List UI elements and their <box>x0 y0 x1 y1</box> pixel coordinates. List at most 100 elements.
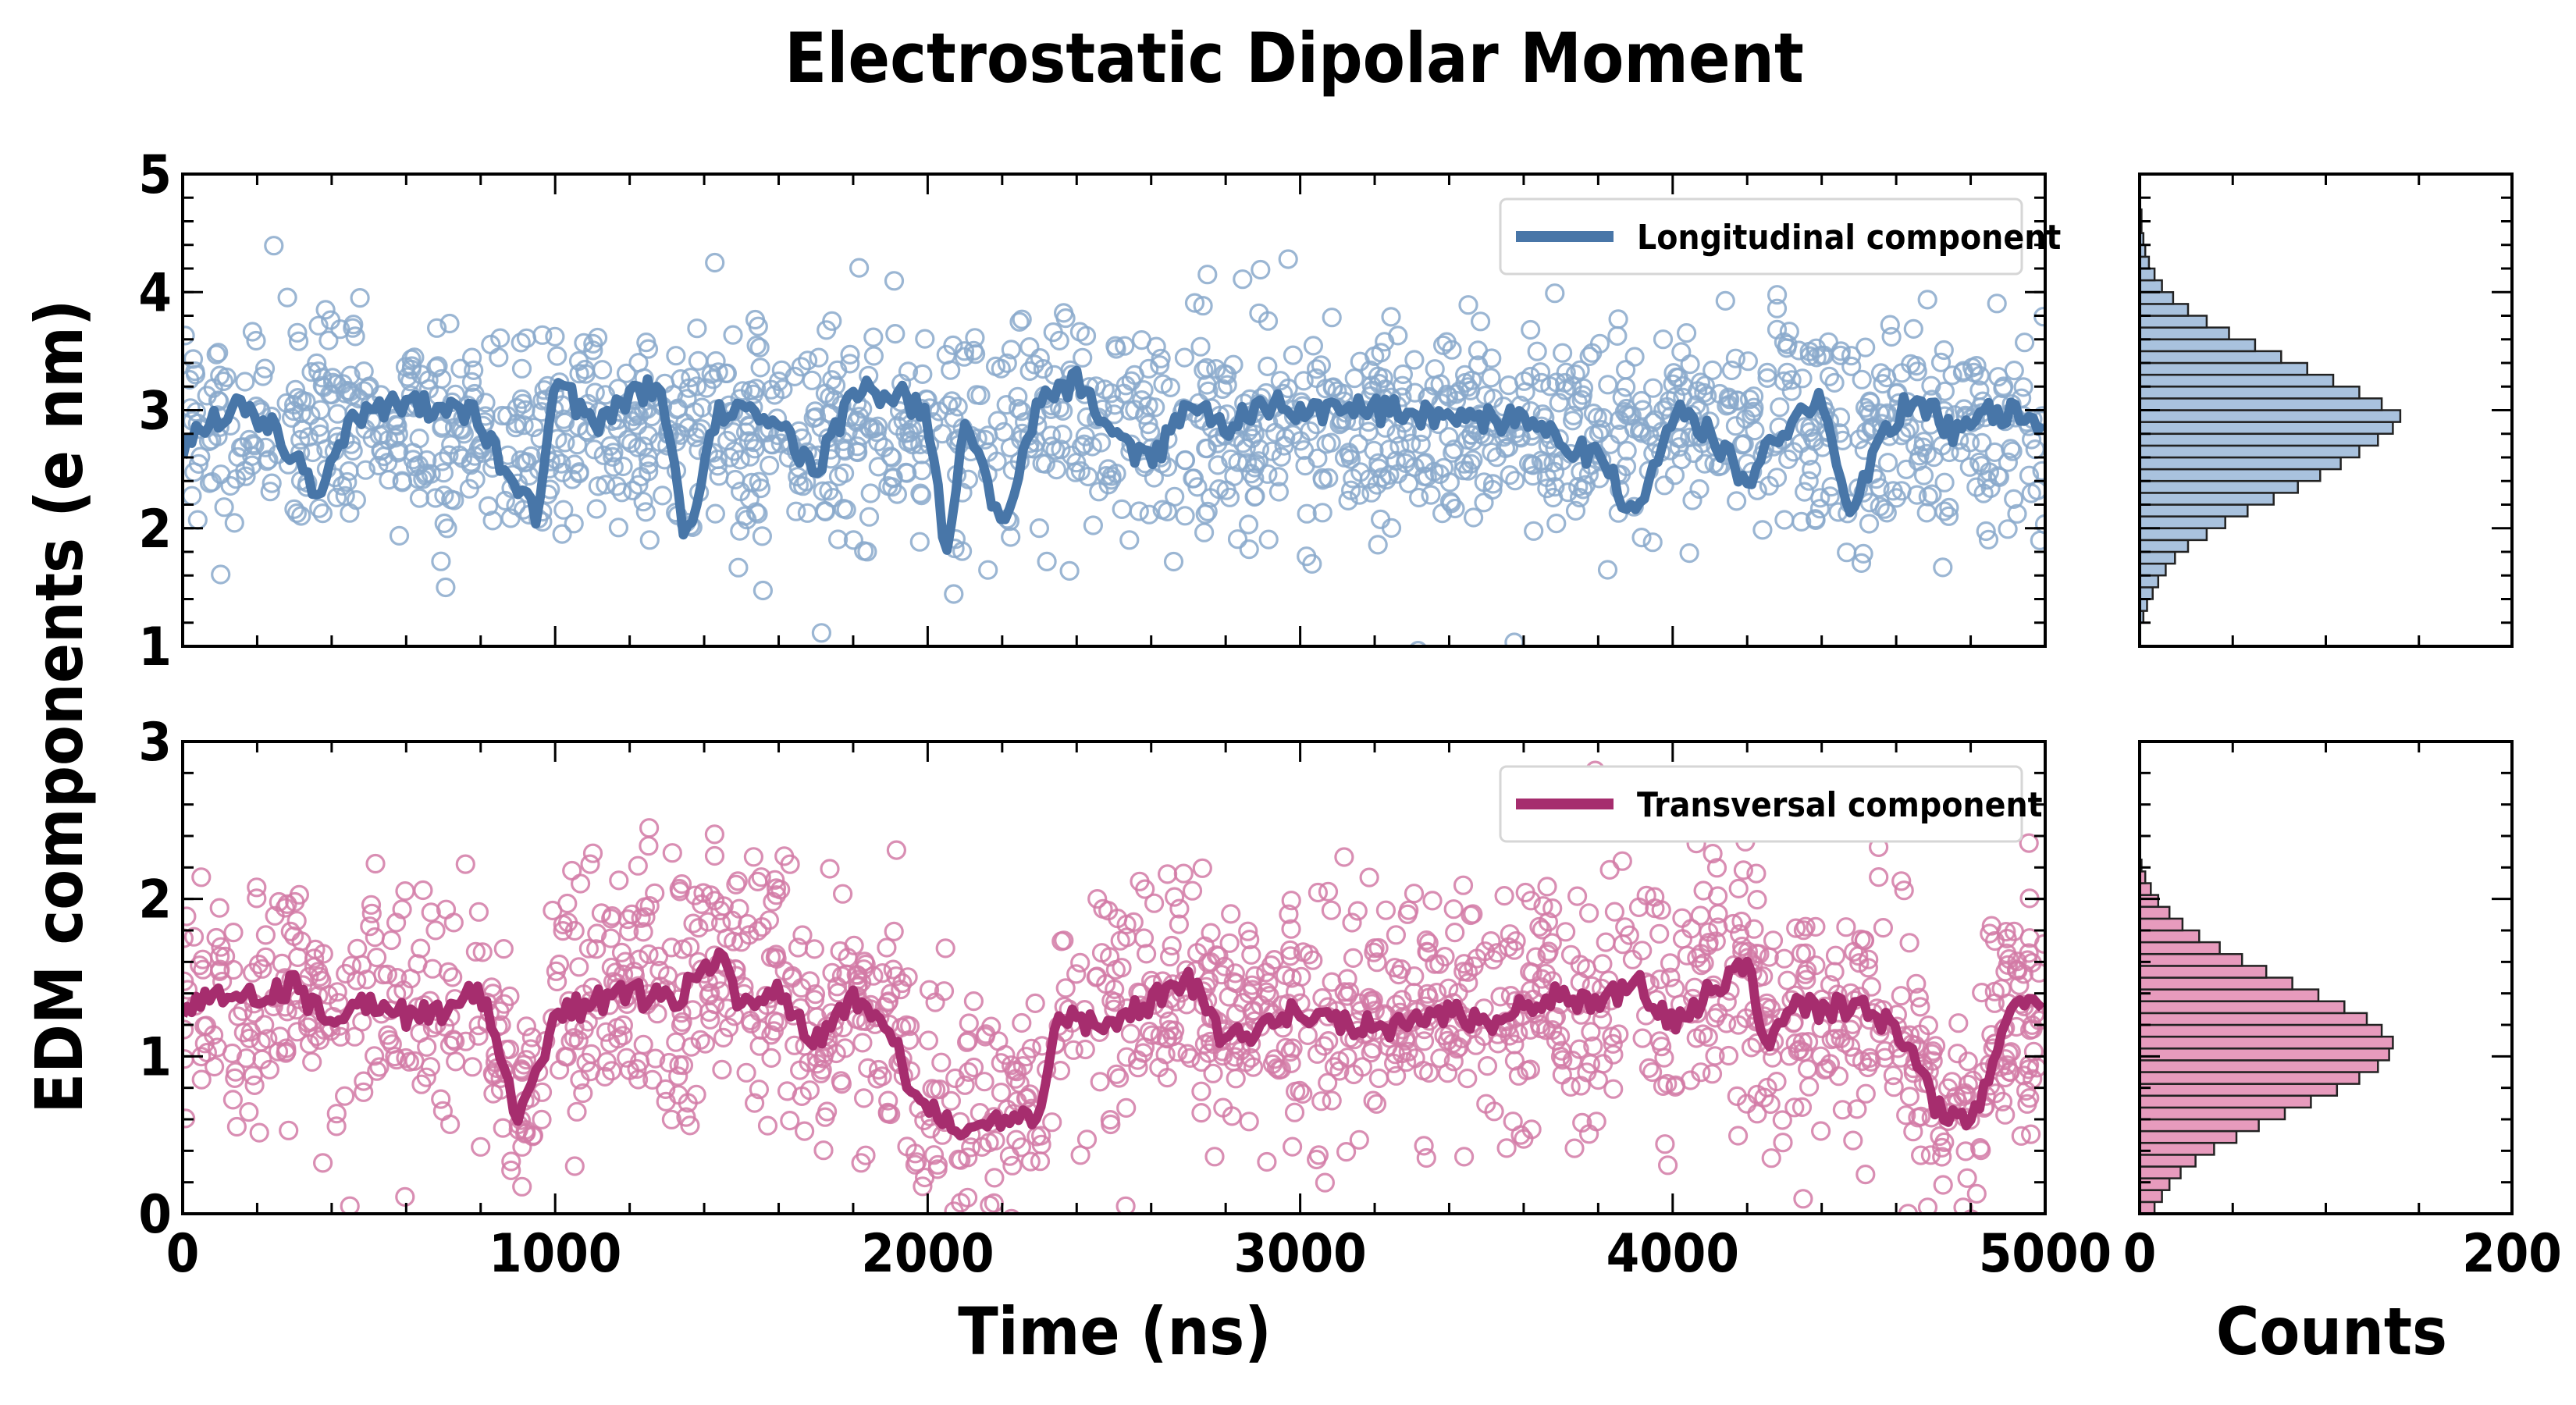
scatter-point <box>1966 1183 1987 1204</box>
scatter-point <box>1112 499 1132 520</box>
scatter-point <box>400 969 421 989</box>
scatter-point <box>1603 1044 1624 1065</box>
legend-label: Longitudinal component <box>1637 218 2061 258</box>
scatter-point <box>431 551 451 571</box>
y-tick-label: 3 <box>138 712 172 774</box>
scatter-point <box>301 362 322 382</box>
scatter-point <box>1347 901 1368 921</box>
scatter-point <box>1070 1145 1091 1165</box>
scatter-point <box>596 475 616 495</box>
scatter-point <box>386 912 407 933</box>
scatter-point <box>248 954 269 975</box>
scatter-point <box>318 330 339 350</box>
scatter-point <box>456 1031 476 1051</box>
scatter-point <box>239 1101 259 1122</box>
scatter-point <box>1443 899 1464 919</box>
scatter-point <box>922 1079 942 1099</box>
scatter-point <box>437 518 457 539</box>
scatter-point <box>551 454 571 474</box>
scatter-point <box>411 1074 432 1094</box>
scatter-point <box>276 1041 297 1062</box>
scatter-point <box>438 962 459 983</box>
scatter-point <box>1632 941 1653 961</box>
scatter-point <box>369 1057 390 1077</box>
scatter-point <box>432 368 452 389</box>
scatter-point <box>1037 551 1057 572</box>
scatter-point <box>253 366 273 386</box>
scatter-point <box>1157 864 1178 884</box>
scatter-point <box>1470 311 1491 332</box>
scatter-point <box>1150 355 1170 375</box>
scatter-point <box>1545 477 1565 497</box>
scatter-point <box>1464 956 1484 976</box>
scatter-point <box>1105 992 1126 1012</box>
scatter-point <box>832 884 853 904</box>
scatter-point <box>718 1017 739 1037</box>
scatter-point <box>1087 966 1107 987</box>
scatter-point <box>628 855 648 876</box>
scatter-point <box>1761 1148 1781 1168</box>
scatter-point <box>1226 1069 1246 1089</box>
scatter-point <box>582 843 603 863</box>
scatter-point <box>401 356 422 376</box>
scatter-point <box>1160 377 1181 397</box>
scatter-point <box>368 455 389 476</box>
scatter-point <box>386 984 407 1004</box>
scatter-point <box>1414 1136 1434 1156</box>
scatter-point <box>1397 904 1418 924</box>
scatter-point <box>1091 432 1112 453</box>
scatter-point <box>893 411 913 431</box>
scatter-point <box>1533 454 1553 474</box>
scatter-point <box>1216 480 1236 500</box>
scatter-point <box>920 1119 941 1139</box>
scatter-point <box>863 346 884 366</box>
scatter-point <box>1481 368 1501 388</box>
scatter-point <box>1193 296 1213 316</box>
scatter-point <box>379 430 399 450</box>
scatter-point <box>1581 1022 1601 1042</box>
scatter-point <box>1891 871 1912 891</box>
scatter-point <box>1851 553 1872 574</box>
scatter-point <box>482 984 503 1004</box>
scatter-point <box>532 325 553 345</box>
scatter-point <box>264 236 284 256</box>
scatter-point <box>1969 452 1990 472</box>
scatter-point <box>813 1140 834 1161</box>
scatter-point <box>1663 363 1684 383</box>
scatter-point <box>2013 377 2033 397</box>
histogram-bar <box>2138 894 2160 908</box>
scatter-point <box>638 425 658 446</box>
scatter-point <box>581 1044 602 1065</box>
scatter-point <box>1381 307 1401 327</box>
scatter-point <box>290 429 311 450</box>
scatter-point <box>797 350 818 371</box>
scatter-point <box>746 336 767 356</box>
scatter-point <box>1959 432 1980 453</box>
scatter-point <box>1197 357 1217 378</box>
scatter-point <box>744 1093 765 1113</box>
scatter-point <box>1195 504 1215 525</box>
scatter-point <box>1101 1114 1121 1135</box>
scatter-point <box>768 371 789 392</box>
scatter-point <box>813 481 833 501</box>
scatter-point <box>1142 1025 1162 1045</box>
scatter-point <box>495 490 515 511</box>
scatter-point <box>957 1187 978 1208</box>
scatter-point <box>797 503 818 523</box>
scatter-point <box>1608 309 1628 329</box>
scatter-point <box>1019 361 1040 381</box>
scatter-point <box>335 1086 355 1106</box>
scatter-point <box>490 328 511 348</box>
scatter-point <box>1738 351 1758 372</box>
scatter-point <box>1695 454 1715 474</box>
scatter-point <box>606 962 626 983</box>
scatter-point <box>753 580 774 601</box>
scatter-point <box>1244 424 1265 444</box>
scatter-point <box>780 854 800 874</box>
scatter-point <box>1370 509 1391 530</box>
scatter-point <box>1527 341 1547 361</box>
scatter-point <box>676 1107 696 1127</box>
scatter-point <box>1774 948 1795 969</box>
histogram-bar <box>2138 326 2230 340</box>
scatter-point <box>995 1044 1016 1065</box>
